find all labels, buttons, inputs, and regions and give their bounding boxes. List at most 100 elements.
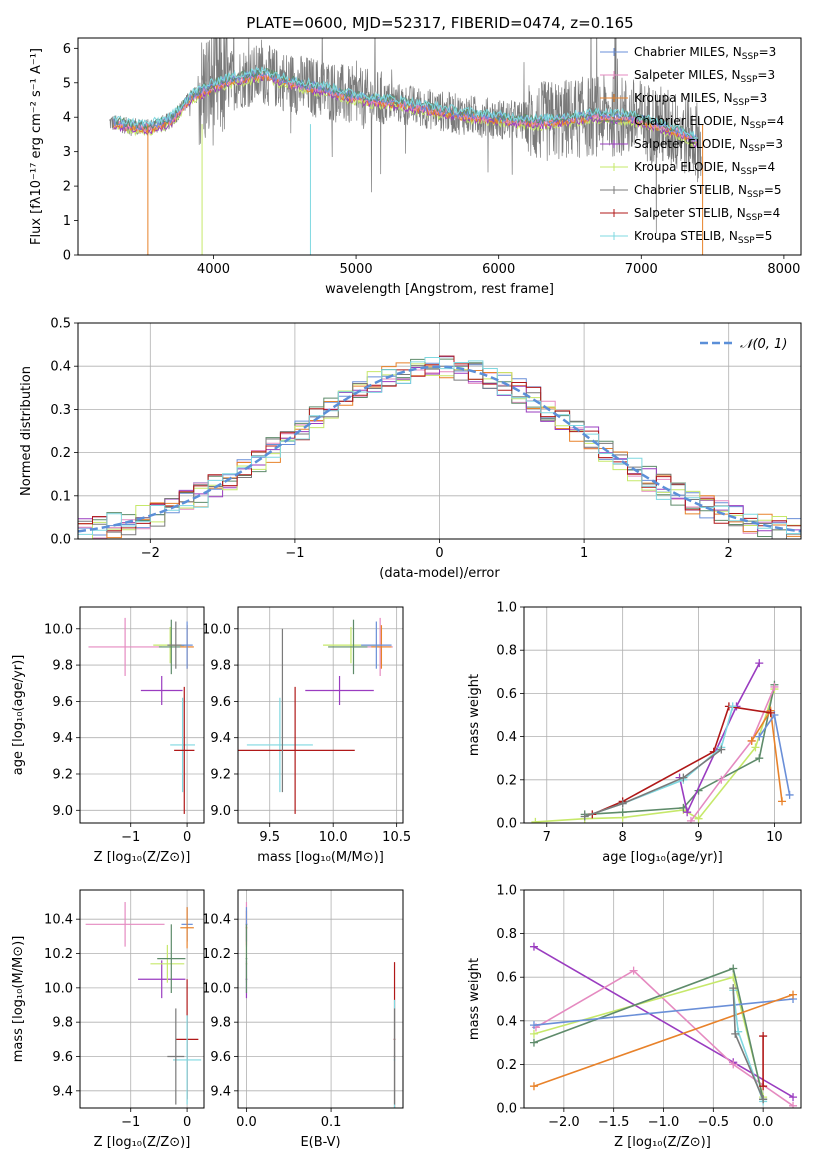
gaussian-curve: [78, 365, 801, 533]
chart-age-vs-z: −1 0 9.0 9.2 9.4 9.6 9.8 10.0 Z [log₁₀(Z/Z⊙)] age…: [11, 606, 205, 865]
weight-point-kroupa-miles: [789, 990, 798, 999]
y-tick-label: 9.2: [210, 767, 231, 782]
weight-line-kroupa-elodie: [535, 688, 776, 823]
y-tick-label: 0.4: [496, 730, 517, 745]
y-tick-label: 9.2: [52, 767, 73, 782]
chart-spectrum: 4000 5000 6000 7000 8000 0 1 2 3 4 5 6 wavelength [A…: [29, 37, 802, 297]
y-tick-label: 9.6: [52, 695, 73, 710]
y-tick-label: 10.2: [44, 947, 73, 962]
y-tick-label: 0: [63, 249, 71, 264]
y-axis-label: mass weight: [467, 674, 482, 756]
x-tick-label: 0.1: [321, 1115, 342, 1130]
x-axis-label: wavelength [Angstrom, rest frame]: [325, 282, 554, 297]
y-tick-label: 0.3: [50, 403, 71, 418]
legend-label-salpeter-miles: Salpeter MILES, NSSP=3: [634, 68, 775, 85]
chart-mass-vs-z: −1 0 9.4 9.6 9.8 10.0 10.2 10.4 Z [log₁₀(Z/Z⊙)] m…: [11, 889, 205, 1150]
weight-point-salpeter-stelib: [759, 1082, 768, 1091]
y-tick-label: 0.2: [50, 446, 71, 461]
x-tick-label: 0: [183, 1115, 191, 1130]
x-tick-label: 10.5: [382, 830, 411, 845]
y-tick-label: 0.8: [496, 644, 517, 659]
plot-area: [238, 607, 403, 823]
weight-point-chabrier-miles: [529, 1021, 538, 1030]
axes-frame: [237, 889, 404, 1109]
x-tick-label: 9.5: [259, 830, 280, 845]
weight-point-chabrier-stelib: [717, 745, 726, 754]
x-tick-label: 8: [619, 830, 627, 845]
x-tick-label: 4000: [197, 262, 230, 277]
plot-area: [80, 890, 204, 1108]
y-tick-label: 9.6: [210, 1050, 231, 1065]
y-tick-label: 9.4: [210, 1084, 231, 1099]
chart-age-vs-mass: 9.5 10.0 10.5 9.0 9.2 9.4 9.6 9.8 10.0 mass [log₁…: [202, 606, 411, 865]
y-tick-label: 0.8: [496, 927, 517, 942]
y-tick-label: 9.4: [52, 1084, 73, 1099]
x-axis-label: (data-model)/error: [379, 566, 500, 581]
y-axis-label: age [log₁₀(age/yr)]: [11, 655, 26, 776]
weight-point-kroupa-miles: [747, 736, 756, 745]
y-tick-label: 0.1: [50, 489, 71, 504]
weight-line-chabrier-miles: [533, 998, 794, 1026]
weight-point-chabrier-stelib: [679, 773, 688, 782]
x-tick-label: 1: [580, 546, 588, 561]
y-tick-label: 9.0: [210, 804, 231, 819]
y-tick-label: 10.0: [44, 622, 73, 637]
x-tick-label: −1.0: [648, 1115, 680, 1130]
plot-area: [238, 890, 403, 1108]
axes-frame: [79, 889, 205, 1109]
weight-point-kroupa-elodie: [751, 743, 760, 752]
y-axis-label: Flux [fλ10⁻¹⁷ erg cm⁻² s⁻¹ A⁻¹]: [29, 48, 44, 245]
plot-area: [78, 323, 801, 539]
x-axis-label: Z [log₁₀(Z/Z⊙)]: [94, 850, 191, 865]
spectrum-data: [109, 38, 702, 234]
legend: Chabrier MILES, NSSP=3 Salpeter MILES, NS…: [600, 45, 784, 246]
y-tick-label: 10.4: [202, 913, 231, 928]
weight-line-salpeter-miles: [690, 686, 776, 822]
weight-point-kroupa-elodie: [531, 817, 540, 823]
x-axis-label: Z [log₁₀(Z/Z⊙)]: [94, 1135, 191, 1150]
weight-point-salpeter-stelib: [766, 708, 775, 717]
weight-point-salpeter-miles: [717, 775, 726, 784]
weight-point-kroupa-miles: [529, 1082, 538, 1091]
x-tick-label: 7000: [625, 262, 658, 277]
y-tick-label: 9.6: [210, 695, 231, 710]
weight-point-chabrier-miles: [755, 732, 764, 741]
legend-label-salpeter-elodie: Salpeter ELODIE, NSSP=3: [634, 137, 783, 154]
weight-point-salpeter-miles: [789, 1101, 798, 1108]
weight-point-chabrier-stelib: [729, 984, 738, 993]
y-tick-label: 0.6: [496, 687, 517, 702]
y-tick-label: 9.4: [52, 731, 73, 746]
legend-label-gaussian: 𝒩(0, 1): [740, 337, 787, 352]
y-tick-label: 2: [63, 180, 71, 195]
x-tick-label: −0.5: [698, 1115, 730, 1130]
y-tick-label: 0.6: [496, 971, 517, 986]
weight-line-salpeter-miles: [535, 969, 794, 1107]
legend-label-chabrier-elodie: Chabrier ELODIE, NSSP=4: [634, 114, 784, 131]
y-tick-label: 0.4: [496, 1014, 517, 1029]
y-tick-label: 4: [63, 111, 71, 126]
x-tick-label: −1.5: [598, 1115, 630, 1130]
legend-label-chabrier-miles: Chabrier MILES, NSSP=3: [634, 45, 776, 62]
y-tick-label: 9.4: [210, 731, 231, 746]
axes-frame: [523, 889, 802, 1109]
legend-label-kroupa-miles: Kroupa MILES, NSSP=3: [634, 91, 767, 108]
legend-label-salpeter-stelib: Salpeter STELIB, NSSP=4: [634, 206, 780, 223]
chart-mass-vs-ebv: 0.0 0.1 9.4 9.6 9.8 10.0 10.2 10.4 E(B-V): [202, 889, 404, 1150]
x-tick-label: −2: [141, 546, 160, 561]
axes-frame: [77, 322, 802, 540]
y-tick-label: 0.2: [496, 1058, 517, 1073]
model-salpeter-miles: [113, 69, 699, 143]
model-chabrier-elodie: [113, 65, 698, 140]
x-tick-label: 6000: [482, 262, 515, 277]
y-tick-label: 10.0: [202, 981, 231, 996]
weight-line-chabrier-elodie: [584, 684, 776, 816]
weight-point-salpeter-elodie: [683, 808, 692, 817]
x-tick-label: 10: [766, 830, 783, 845]
x-tick-label: −2.0: [548, 1115, 580, 1130]
y-tick-label: 9.8: [52, 659, 73, 674]
legend-label-kroupa-elodie: Kroupa ELODIE, NSSP=4: [634, 160, 775, 177]
y-tick-label: 0.5: [50, 317, 71, 332]
axes-frame: [77, 37, 802, 256]
weight-point-salpeter-elodie: [755, 659, 764, 668]
